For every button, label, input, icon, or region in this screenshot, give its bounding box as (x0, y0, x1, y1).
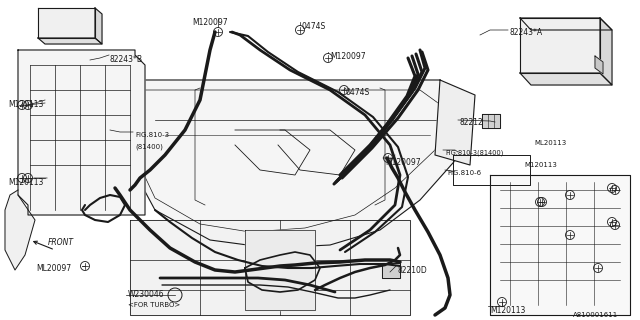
Polygon shape (95, 8, 102, 44)
Polygon shape (382, 263, 400, 278)
Text: (81400): (81400) (135, 143, 163, 149)
Text: W230046: W230046 (128, 290, 164, 299)
Polygon shape (520, 73, 612, 85)
Text: M120113: M120113 (524, 162, 557, 168)
Polygon shape (5, 190, 35, 270)
Text: M120113: M120113 (490, 306, 525, 315)
Text: FIG.810-3(81400): FIG.810-3(81400) (445, 150, 504, 156)
Text: M120097: M120097 (330, 52, 365, 61)
Polygon shape (72, 80, 120, 165)
Text: A810001611: A810001611 (573, 312, 618, 318)
Text: FRONT: FRONT (48, 238, 74, 247)
Text: 0474S: 0474S (302, 22, 326, 31)
Text: ML20113: ML20113 (534, 140, 566, 146)
Text: <FOR TURBO>: <FOR TURBO> (128, 302, 180, 308)
Text: 82212: 82212 (460, 118, 484, 127)
Text: M120113: M120113 (8, 178, 44, 187)
Polygon shape (520, 18, 612, 30)
Polygon shape (38, 8, 95, 38)
Polygon shape (520, 18, 600, 73)
Polygon shape (130, 220, 410, 315)
Polygon shape (245, 230, 315, 310)
Text: 82210D: 82210D (398, 266, 428, 275)
Text: 82243*A: 82243*A (510, 28, 543, 37)
Polygon shape (435, 80, 475, 165)
Text: ML20097: ML20097 (36, 264, 71, 273)
Text: FIG.810-6: FIG.810-6 (447, 170, 481, 176)
Text: M120113: M120113 (8, 100, 44, 109)
Polygon shape (600, 18, 612, 85)
Polygon shape (38, 38, 102, 44)
Polygon shape (105, 80, 470, 248)
Polygon shape (595, 56, 603, 74)
Text: M120097: M120097 (192, 18, 228, 27)
Polygon shape (490, 175, 630, 315)
Text: 82243*B: 82243*B (110, 55, 143, 64)
Polygon shape (18, 50, 145, 215)
Text: FIG.810-3: FIG.810-3 (135, 132, 169, 138)
Polygon shape (482, 114, 500, 128)
Text: M120097: M120097 (385, 158, 420, 167)
Text: 0474S: 0474S (346, 88, 371, 97)
